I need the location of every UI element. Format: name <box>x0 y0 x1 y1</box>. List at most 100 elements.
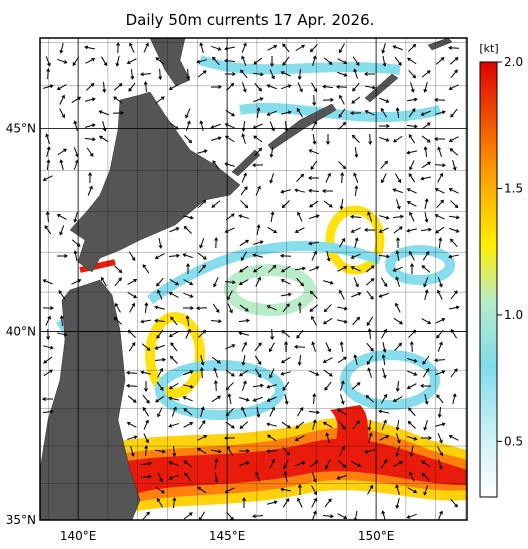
arrow <box>42 279 53 285</box>
arrow <box>339 341 344 353</box>
arrow <box>421 161 432 169</box>
arrow <box>212 160 220 170</box>
arrow <box>183 225 192 234</box>
arrow <box>311 250 317 261</box>
arrow <box>309 44 318 53</box>
arrow <box>253 97 264 103</box>
arrow <box>211 200 221 208</box>
arrow <box>295 461 306 467</box>
arrow <box>84 137 96 142</box>
arrow <box>395 498 400 509</box>
arrow <box>352 56 360 66</box>
arrow <box>280 487 292 492</box>
arrow <box>392 396 403 403</box>
arrow <box>268 342 275 353</box>
arrow <box>308 241 320 246</box>
arrow <box>253 240 264 245</box>
arrow <box>337 319 348 324</box>
arrow <box>43 356 53 364</box>
arrow <box>211 45 222 51</box>
arrow <box>294 188 305 193</box>
arrow <box>424 394 429 405</box>
arrow <box>295 421 305 429</box>
arrow <box>395 302 401 313</box>
arrow <box>395 250 400 262</box>
arrow <box>200 355 205 366</box>
arrow <box>199 42 204 53</box>
lon-label: 145°E <box>209 529 246 543</box>
arrow <box>280 356 291 364</box>
arrow <box>256 107 261 119</box>
arrow <box>196 447 207 455</box>
colorbar-label: 2.0 <box>504 55 523 69</box>
arrow <box>424 212 429 223</box>
arrow <box>239 304 249 312</box>
arrow <box>308 176 320 181</box>
arrow <box>378 292 389 298</box>
arrow <box>143 81 148 93</box>
arrow <box>435 318 446 324</box>
arrow <box>73 120 78 131</box>
arrow <box>183 408 193 416</box>
arrow <box>378 254 390 259</box>
arrow <box>297 497 303 508</box>
arrow <box>141 343 151 351</box>
arrow <box>199 367 204 379</box>
lon-label: 140°E <box>60 529 97 543</box>
arrow <box>449 238 458 248</box>
arrow <box>452 393 457 404</box>
arrow <box>85 97 96 102</box>
arrow <box>185 108 191 119</box>
arrow <box>252 514 264 519</box>
arrow <box>392 45 403 51</box>
arrow <box>127 395 137 403</box>
arrow <box>281 200 290 209</box>
arrow <box>437 433 443 444</box>
arrow <box>197 435 208 441</box>
arrow <box>182 253 193 259</box>
arrow <box>309 290 318 299</box>
arrow <box>421 472 430 481</box>
arrow <box>379 215 390 220</box>
arrow <box>409 445 414 457</box>
arrow <box>337 71 348 77</box>
arrow <box>226 82 235 91</box>
colorbar-label: 1.0 <box>504 308 523 322</box>
arrow <box>282 43 290 53</box>
arrow <box>351 382 361 390</box>
arrow <box>183 292 194 298</box>
arrow <box>448 188 459 194</box>
arrow <box>392 266 403 272</box>
arrow <box>59 94 65 105</box>
arrow <box>322 84 334 89</box>
arrow <box>114 277 122 287</box>
arrow <box>268 264 277 273</box>
arrow <box>157 472 163 483</box>
arrow <box>323 280 334 285</box>
arrow <box>354 185 359 197</box>
arrow <box>183 460 193 468</box>
arrow <box>421 318 432 325</box>
arrow <box>448 136 459 142</box>
arrow <box>196 306 208 311</box>
arrow <box>322 514 334 519</box>
arrow <box>170 342 178 352</box>
arrow <box>381 419 387 430</box>
arrow <box>421 265 431 273</box>
arrow <box>155 57 165 65</box>
arrow <box>438 237 443 249</box>
arrow <box>42 175 53 181</box>
arrow <box>381 43 386 54</box>
arrow <box>197 149 208 154</box>
arrow <box>392 214 404 219</box>
arrow <box>214 458 219 470</box>
arrow <box>407 436 418 441</box>
lat-label: 40°N <box>6 324 36 338</box>
arrow <box>294 266 306 271</box>
arrow <box>183 512 193 520</box>
arrow <box>280 253 292 258</box>
arrow <box>378 124 390 128</box>
arrow <box>354 237 359 248</box>
arrow <box>59 43 64 54</box>
lon-label: 150°E <box>358 529 395 543</box>
